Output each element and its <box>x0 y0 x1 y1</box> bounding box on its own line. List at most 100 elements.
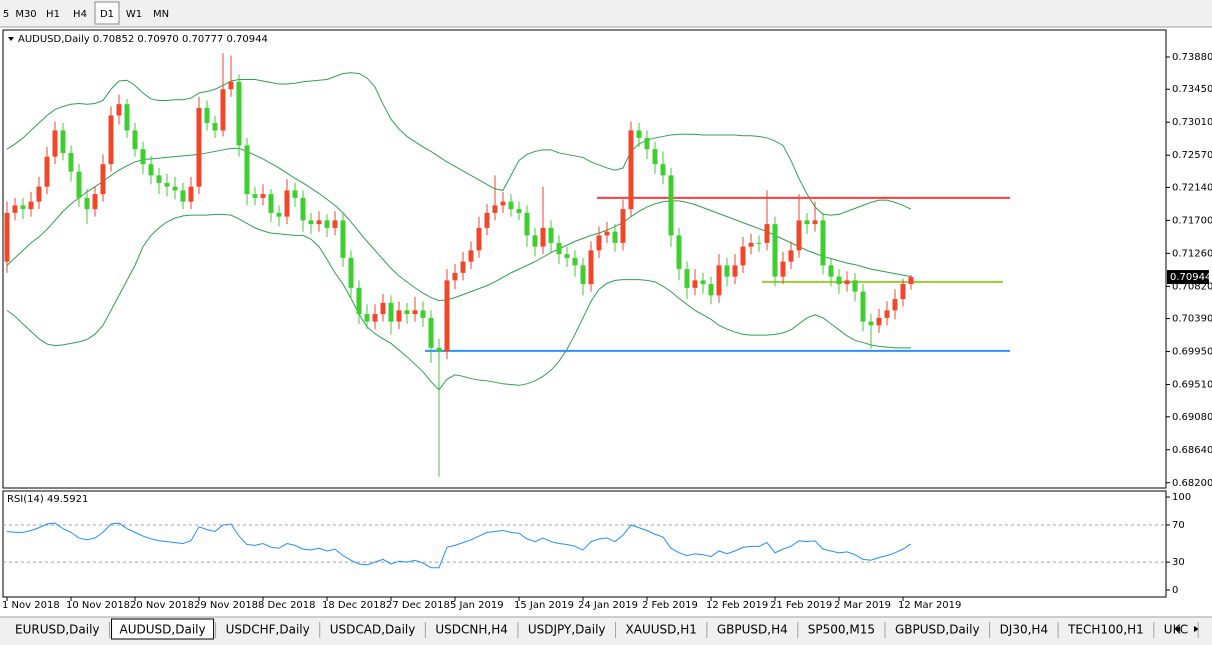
y-tick-label: 0.73880 <box>1172 52 1212 63</box>
chart-tab[interactable]: USDCHF,Daily <box>218 619 321 639</box>
chart-tab[interactable]: GBPUSD,H4 <box>709 619 799 639</box>
candle-body <box>404 310 410 315</box>
candle-body <box>836 276 842 285</box>
tab-label: USDCNH,H4 <box>435 623 508 637</box>
chart-tab[interactable]: AUDUSD,Daily <box>111 618 217 640</box>
candle-body <box>100 164 106 195</box>
timeframe-button[interactable]: H1 <box>46 9 60 20</box>
candle-body <box>108 115 114 165</box>
y-tick-label: 0.72570 <box>1172 150 1212 161</box>
candle-body <box>28 201 34 210</box>
candle-body <box>316 220 322 225</box>
candle-body <box>332 220 338 228</box>
tab-label: USDCHF,Daily <box>226 623 310 637</box>
y-tick-label: 0.69950 <box>1172 347 1212 358</box>
candle-body <box>748 242 754 247</box>
candle-body <box>908 277 914 284</box>
candle-body <box>484 212 490 228</box>
tab-scroll-left[interactable] <box>1175 626 1180 632</box>
candle-body <box>364 314 370 322</box>
y-tick-label: 0.69080 <box>1172 412 1212 423</box>
x-tick-label: 27 Dec 2018 <box>386 600 450 611</box>
candle-body <box>308 220 314 225</box>
y-tick-label: 0.71700 <box>1172 215 1212 226</box>
chart-tab[interactable]: EURUSD,Daily <box>7 619 111 639</box>
chart-tab[interactable]: USDCAD,Daily <box>322 619 426 639</box>
candle-body <box>780 261 786 277</box>
chart-tab[interactable]: USDJPY,Daily <box>520 619 617 639</box>
chart-tab[interactable]: DJ30,H4 <box>992 619 1059 639</box>
candle-body <box>116 104 122 116</box>
candle-body <box>188 186 194 202</box>
bollinger-band <box>6 147 912 302</box>
tab-label: SP500,M15 <box>808 623 875 637</box>
x-tick-label: 2 Mar 2019 <box>834 600 891 611</box>
timeframe-button[interactable]: H4 <box>73 9 87 20</box>
timeframe-label: H1 <box>46 9 60 20</box>
y-tick-label: 0.70390 <box>1172 314 1212 325</box>
collapse-icon <box>8 37 14 41</box>
candle-body <box>596 235 602 251</box>
timeframe-button[interactable]: M30 <box>15 9 36 20</box>
candle-body <box>684 269 690 288</box>
candle-body <box>540 227 546 247</box>
timeframe-button[interactable]: MN <box>153 9 169 20</box>
y-tick-label: 0.71260 <box>1172 248 1212 259</box>
chart-tab[interactable]: XAUUSD,H1 <box>618 619 708 639</box>
candle-body <box>12 205 18 213</box>
candle-body <box>564 254 570 258</box>
y-tick-label: 0.72140 <box>1172 182 1212 193</box>
tab-label: TECH100,H1 <box>1067 623 1144 637</box>
rsi-panel <box>2 490 1167 598</box>
candle-body <box>620 209 626 243</box>
x-tick-label: 24 Jan 2019 <box>578 600 638 611</box>
candle-body <box>668 175 674 236</box>
x-tick-label: 29 Nov 2018 <box>194 600 258 611</box>
candle-body <box>428 317 434 348</box>
chart-tab[interactable]: TECH100,H1 <box>1060 619 1155 639</box>
candle-body <box>900 283 906 300</box>
candle-body <box>196 107 202 187</box>
y-tick-label: 70 <box>1172 520 1185 531</box>
rsi-line <box>6 522 912 569</box>
candle-body <box>756 242 762 244</box>
tab-scroll-right[interactable] <box>1194 626 1199 632</box>
candle-body <box>148 164 154 176</box>
x-tick-label: 18 Dec 2018 <box>322 600 386 611</box>
timeframe-button[interactable]: W1 <box>126 9 142 20</box>
tab-label: AUDUSD,Daily <box>120 623 206 637</box>
candle-body <box>84 197 90 210</box>
candle-body <box>516 209 522 213</box>
bollinger-band <box>6 213 911 391</box>
timeframe-button[interactable]: D1 <box>94 1 120 25</box>
chart-tab[interactable]: SP500,M15 <box>800 619 886 639</box>
chart-tab[interactable]: GBPUSD,Daily <box>887 619 991 639</box>
candle-body <box>852 280 858 292</box>
candle-body <box>772 224 778 277</box>
tab-label: EURUSD,Daily <box>15 623 100 637</box>
chart-tab[interactable]: USDCNH,H4 <box>427 619 519 639</box>
timeframe-button[interactable]: 5 <box>3 9 9 20</box>
candle-body <box>716 265 722 296</box>
candle-body <box>460 261 466 273</box>
rsi-title: RSI(14) 49.5921 <box>7 494 88 505</box>
y-tick-label: 0 <box>1172 585 1178 596</box>
candle-body <box>300 197 306 221</box>
candle-body <box>844 280 850 285</box>
candle-body <box>604 231 610 236</box>
candle-body <box>44 156 50 187</box>
bollinger-band <box>6 72 912 216</box>
candle-body <box>612 231 618 243</box>
candle-body <box>556 242 562 255</box>
candle-body <box>132 130 138 150</box>
y-tick-label: 0.68640 <box>1172 445 1212 456</box>
candle-body <box>660 164 666 176</box>
candle-body <box>252 194 258 198</box>
chart-tab[interactable]: UKC <box>1156 619 1199 639</box>
candle-body <box>532 235 538 247</box>
y-tick-label: 0.70820 <box>1172 281 1212 292</box>
candle-body <box>180 190 186 202</box>
candle-body <box>580 265 586 285</box>
